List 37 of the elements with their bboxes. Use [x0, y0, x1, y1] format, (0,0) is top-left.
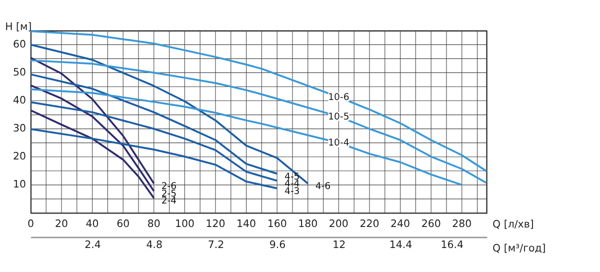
x2-tick-label: 16.4	[440, 240, 464, 251]
line-series	[30, 56, 155, 184]
line-series	[30, 84, 155, 192]
line-series	[30, 101, 278, 182]
x2-tick-label: 7.2	[208, 240, 224, 251]
x-tick-label: 180	[298, 218, 318, 230]
x-tick-label: 200	[328, 218, 348, 230]
x-tick-label: 140	[236, 218, 256, 230]
x-tick-label: 220	[360, 218, 380, 230]
y-tick-label: 40	[13, 96, 26, 107]
x-tick-label: 60	[116, 218, 130, 230]
x-tick-label: 160	[267, 218, 287, 230]
y-tick-label: 30	[13, 124, 26, 135]
x2-tick-label: 9.6	[269, 240, 286, 251]
x-tick-label: 40	[86, 218, 99, 230]
x-tick-label: 120	[206, 218, 226, 230]
y-tick-label: 60	[13, 39, 26, 50]
x-tick-label: 100	[174, 218, 194, 230]
line-series	[30, 128, 278, 190]
y-tick-label: 50	[13, 68, 26, 79]
x2-axis-title: Q [м³/год]	[492, 244, 546, 255]
x-axis-title: Q [л/хв]	[492, 219, 534, 230]
x-tick-label: 260	[421, 218, 441, 230]
x-tick-label: 0	[27, 218, 34, 230]
y-tick-label: 10	[13, 180, 26, 191]
x-tick-label: 240	[390, 218, 410, 230]
x-tick-label: 20	[54, 218, 68, 230]
x2-tick-label: 2.4	[84, 240, 101, 251]
x-tick-label: 280	[452, 218, 472, 230]
y-axis-title: H [м]	[5, 22, 32, 34]
line-series	[30, 109, 155, 200]
x2-tick-label: 14.4	[389, 240, 412, 251]
line-series	[30, 73, 278, 175]
x-tick-label: 80	[147, 218, 160, 230]
x2-tick-label: 12	[332, 240, 346, 251]
y-tick-label: 20	[13, 152, 26, 163]
x2-tick-label: 4.8	[146, 240, 162, 251]
